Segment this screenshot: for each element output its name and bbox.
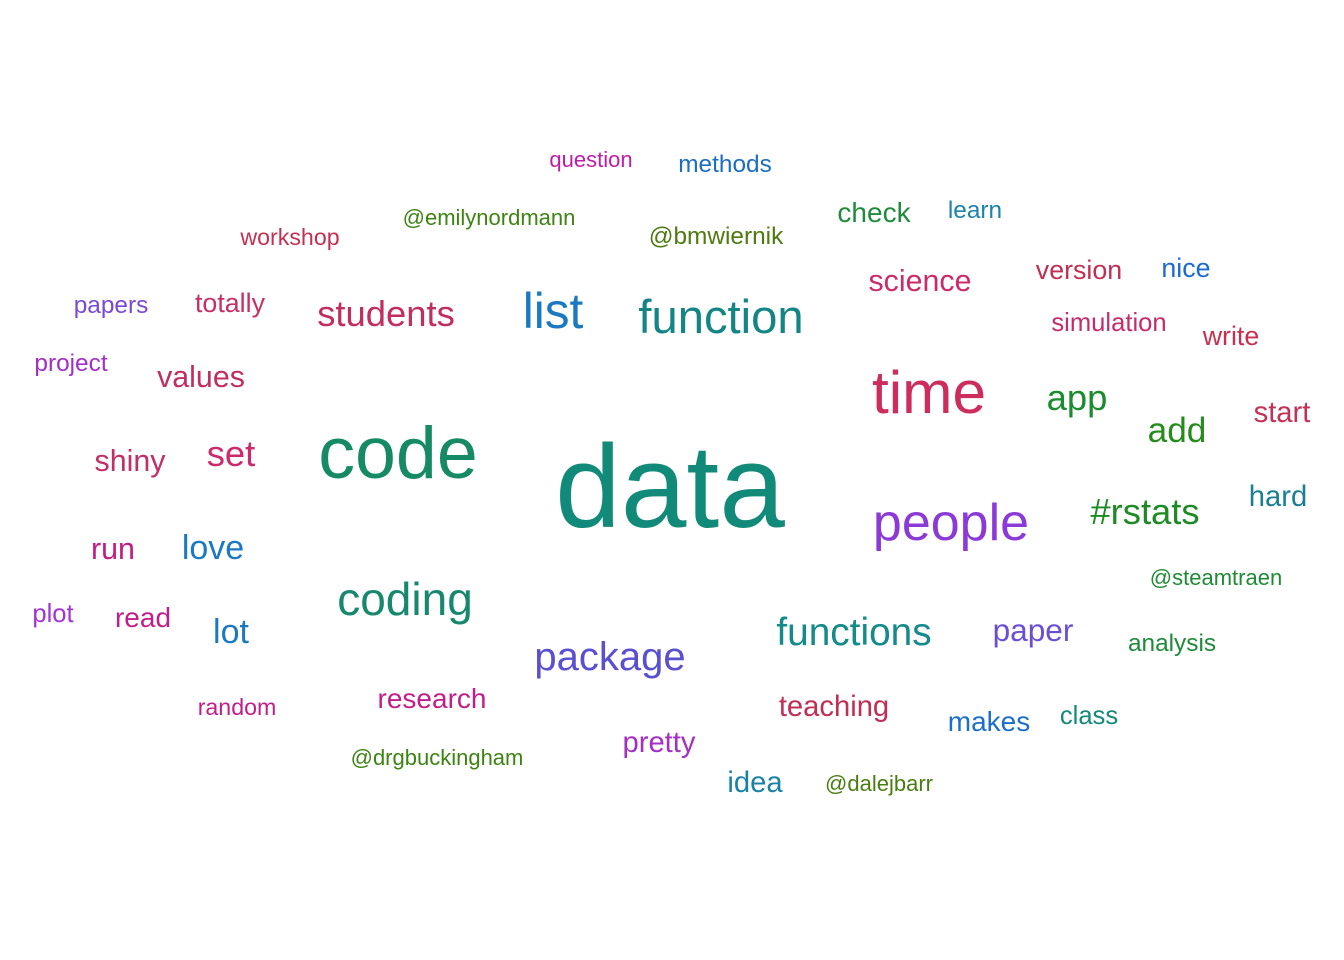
word-analysis: analysis [1127,629,1217,657]
word-lot: lot [213,613,249,651]
word-people: people [872,494,1030,552]
word-add: add [1147,411,1207,451]
word-read: read [114,602,172,633]
word-set: set [206,432,256,474]
word-list: list [522,283,584,340]
word-plot: plot [32,600,74,629]
word-start: start [1253,397,1311,430]
word-dalejbarr: @dalejbarr [825,771,933,796]
word-version: version [1035,254,1123,285]
word-random: random [197,694,277,721]
word-functions: functions [776,610,932,654]
word-emilynordmann: @emilynordmann [402,205,576,230]
word-simulation: simulation [1051,309,1167,338]
word-research: research [377,683,487,714]
word-learn: learn [947,196,1003,224]
word-totally: totally [194,287,265,318]
word-shiny: shiny [94,443,166,478]
word-values: values [157,359,245,394]
word-papers: papers [73,291,149,319]
word-run: run [91,531,135,566]
word-methods: methods [678,150,772,178]
word-drgbuckingham: @drgbuckingham [350,745,524,770]
word-makes: makes [947,706,1031,737]
word-function: function [638,291,804,345]
word-package: package [534,635,686,679]
word-check: check [837,197,911,228]
word-question: question [549,147,633,172]
word-write: write [1202,320,1260,351]
word-app: app [1046,376,1108,418]
word-workshop: workshop [240,224,340,251]
word-pretty: pretty [622,727,696,760]
word-love: love [181,529,245,567]
word-bmwiernik: @bmwiernik [648,222,784,250]
word-data: data [555,421,785,553]
word-project: project [34,349,108,377]
word-idea: idea [727,767,783,800]
word-time: time [871,357,987,426]
word-code: code [318,411,478,495]
word-class: class [1059,702,1119,731]
word-steamtraen: @steamtraen [1149,565,1283,590]
word-nice: nice [1161,252,1211,283]
word-rstats: #rstats [1090,490,1200,532]
word-students: students [317,292,455,334]
word-teaching: teaching [778,691,890,724]
word-paper: paper [992,612,1074,649]
word-science: science [868,263,972,298]
word-coding: coding [337,573,473,625]
word-hard: hard [1248,481,1308,514]
